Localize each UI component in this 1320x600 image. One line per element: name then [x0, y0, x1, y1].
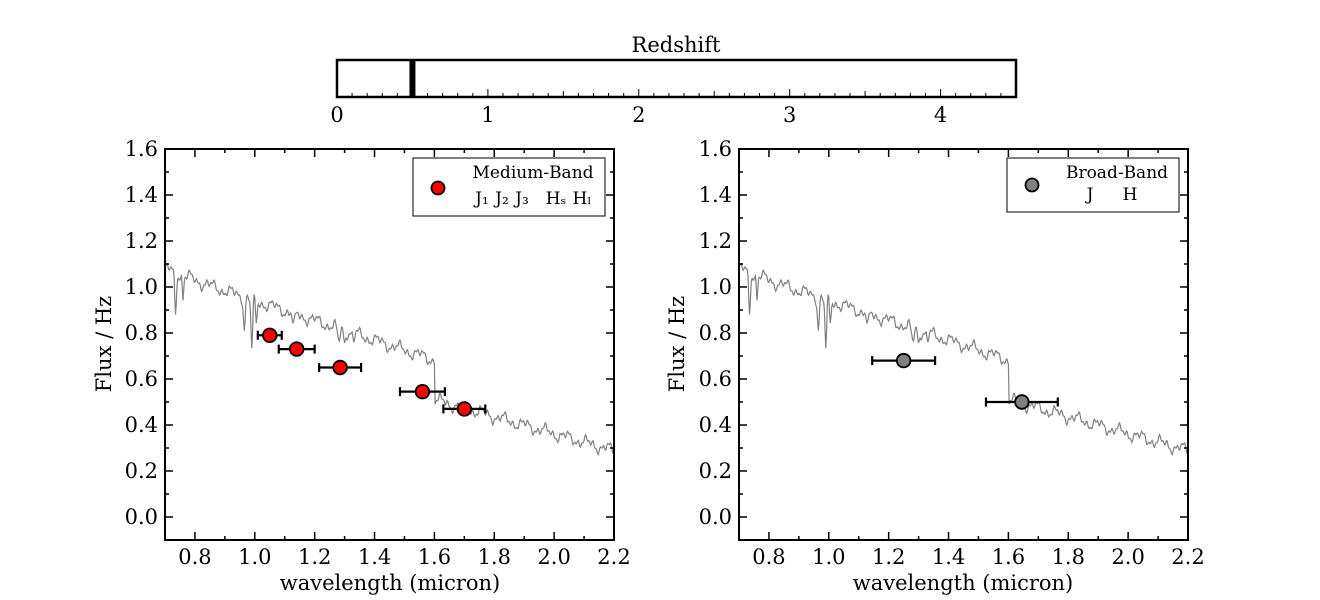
data-points	[895, 352, 1030, 410]
x-tick-label: 2.2	[1171, 545, 1204, 569]
y-tick-label: 0.8	[699, 321, 732, 345]
x-tick-labels: 0.8 1.0 1.2 1.4 1.6 1.8 2.0 2.2	[178, 545, 630, 569]
data-point	[262, 327, 278, 344]
x-tick-label: 2.2	[597, 545, 630, 569]
legend-label: Hₛ	[546, 189, 567, 209]
y-tick-label: 1.0	[125, 275, 158, 299]
legend-label: H	[1123, 185, 1138, 205]
y-tick-label: 0.4	[125, 413, 158, 437]
slider-tick-labels: 0 1 2 3 4	[330, 103, 947, 127]
legend-label: J	[1085, 185, 1094, 205]
model-spectrum-line	[739, 262, 1188, 456]
x-tick-label: 1.0	[238, 545, 271, 569]
axis-ticks	[164, 148, 615, 541]
y-tick-labels: 0.0 0.2 0.4 0.6 0.8 1.0 1.2 1.4 1.6	[125, 137, 158, 529]
plot-frame	[738, 148, 1189, 541]
model-spectrum-line	[165, 262, 614, 456]
legend: Medium-Band J₁ J₂ J₃ Hₛ Hₗ	[412, 157, 606, 217]
y-tick-label: 1.0	[699, 275, 732, 299]
slider-tick-label: 4	[934, 103, 947, 127]
y-tick-label: 1.4	[125, 183, 158, 207]
y-tick-labels: 0.0 0.2 0.4 0.6 0.8 1.0 1.2 1.4 1.6	[699, 137, 732, 529]
x-tick-label: 2.0	[1111, 545, 1144, 569]
x-tick-label: 1.4	[358, 545, 391, 569]
x-tick-label: 1.6	[418, 545, 451, 569]
axis-ticks	[738, 148, 1189, 541]
slider-tick-label: 0	[330, 103, 343, 127]
x-tick-label: 0.8	[178, 545, 211, 569]
y-tick-label: 0.2	[699, 459, 732, 483]
legend: Broad-Band J H	[1006, 157, 1180, 213]
data-points	[262, 327, 473, 417]
data-point	[1014, 394, 1030, 410]
x-tick-labels: 0.8 1.0 1.2 1.4 1.6 1.8 2.0 2.2	[752, 545, 1204, 569]
broad-band-panel: 0.8 1.0 1.2 1.4 1.6 1.8 2.0 2.2 0.0 0.2 0.4 0.6 0.8…	[665, 137, 1205, 595]
x-axis-label: wavelength (micron)	[853, 571, 1074, 595]
y-axis-label: Flux / Hz	[665, 296, 689, 392]
legend-marker	[430, 180, 446, 196]
y-tick-label: 1.2	[125, 229, 158, 253]
x-tick-label: 2.0	[537, 545, 570, 569]
y-tick-label: 0.4	[699, 413, 732, 437]
x-tick-label: 1.0	[812, 545, 845, 569]
x-axis-label: wavelength (micron)	[280, 571, 501, 595]
slider-label: Redshift	[632, 33, 721, 57]
slider-track[interactable]	[335, 58, 1018, 99]
redshift-slider[interactable]: Redshift 0 1 2 3 4	[330, 33, 1018, 127]
legend-title: Medium-Band	[472, 163, 593, 183]
y-tick-label: 0.0	[125, 505, 158, 529]
legend-label: J₂	[493, 189, 509, 209]
y-tick-label: 0.8	[125, 321, 158, 345]
medium-band-panel: 0.8 1.0 1.2 1.4 1.6 1.8 2.0 2.2 0.0 0.2 0.4 0.6 0.8…	[92, 137, 631, 595]
x-tick-label: 1.8	[478, 545, 511, 569]
y-tick-label: 0.0	[699, 505, 732, 529]
x-tick-label: 1.2	[298, 545, 331, 569]
y-tick-label: 1.4	[699, 183, 732, 207]
legend-label: Hₗ	[573, 189, 592, 209]
slider-handle[interactable]	[409, 60, 416, 97]
legend-marker	[1024, 177, 1040, 193]
x-tick-label: 1.2	[872, 545, 905, 569]
data-point	[456, 401, 473, 417]
slider-tick-label: 3	[783, 103, 796, 127]
legend-title: Broad-Band	[1066, 163, 1168, 183]
slider-tick-label: 2	[632, 103, 645, 127]
y-tick-label: 1.6	[699, 137, 732, 161]
y-tick-label: 0.6	[699, 367, 732, 391]
data-point	[895, 352, 912, 369]
y-tick-label: 0.2	[125, 459, 158, 483]
legend-label: J₃	[513, 189, 529, 209]
data-point	[332, 359, 348, 376]
y-tick-label: 1.6	[125, 137, 158, 161]
x-tick-label: 1.6	[992, 545, 1025, 569]
y-axis-label: Flux / Hz	[92, 296, 116, 392]
data-point	[289, 341, 305, 357]
slider-tick-label: 1	[481, 103, 494, 127]
x-tick-label: 1.4	[932, 545, 965, 569]
y-tick-label: 0.6	[125, 367, 158, 391]
x-tick-label: 1.8	[1052, 545, 1085, 569]
y-tick-label: 1.2	[699, 229, 732, 253]
plot-frame	[164, 148, 615, 541]
data-point	[414, 383, 431, 400]
x-tick-label: 0.8	[752, 545, 785, 569]
legend-label: J₁	[473, 189, 489, 209]
